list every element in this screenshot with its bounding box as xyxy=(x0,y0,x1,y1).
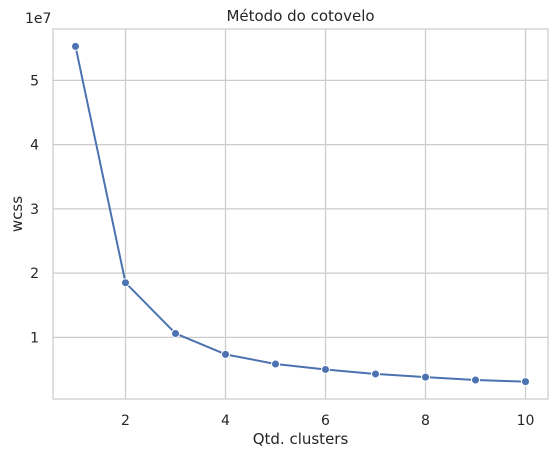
data-point xyxy=(121,278,130,288)
data-point xyxy=(171,328,180,338)
y-axis-label: wcss xyxy=(8,196,26,232)
x-tick-label: 2 xyxy=(121,413,130,429)
data-point xyxy=(371,369,380,379)
y-tick-label: 5 xyxy=(30,73,39,89)
plot-frame xyxy=(52,28,549,400)
chart-title: Método do cotovelo xyxy=(226,7,374,25)
y-tick-label: 2 xyxy=(30,266,39,282)
x-tick-label: 8 xyxy=(421,413,430,429)
data-point xyxy=(421,372,430,382)
y-tick-label: 4 xyxy=(30,138,39,154)
data-point xyxy=(471,375,480,385)
y-tick-label: 1 xyxy=(30,330,39,346)
data-point xyxy=(321,364,330,374)
data-point xyxy=(71,41,80,51)
grid-lines xyxy=(53,29,548,399)
data-point xyxy=(271,359,280,369)
series-layer xyxy=(71,41,530,387)
x-tick-label: 10 xyxy=(517,413,535,429)
data-point xyxy=(221,349,230,359)
x-tick-label: 4 xyxy=(221,413,230,429)
x-tick-label: 6 xyxy=(321,413,330,429)
data-point xyxy=(521,377,530,387)
y-tick-label: 3 xyxy=(30,202,39,218)
y-axis-offset-label: 1e7 xyxy=(25,11,51,27)
x-axis-label: Qtd. clusters xyxy=(253,430,349,448)
series-line xyxy=(74,46,526,383)
